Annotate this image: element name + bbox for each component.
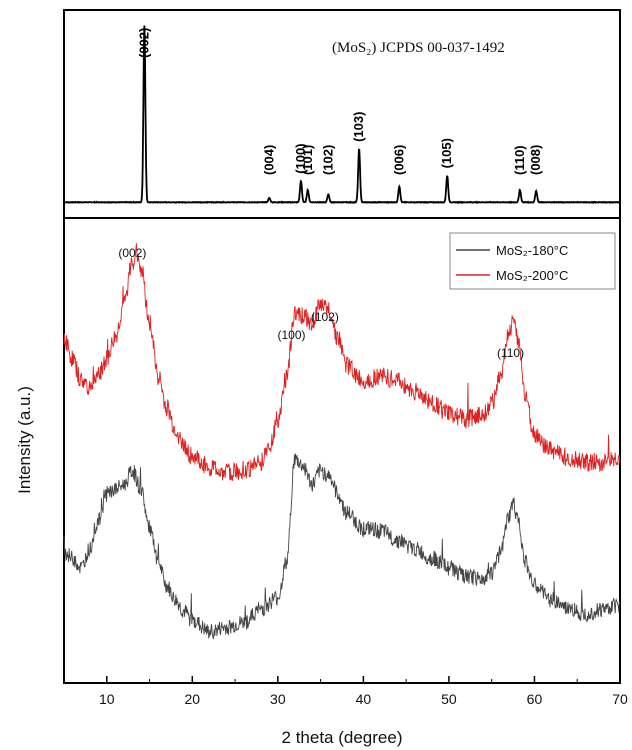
x-axis-title: 2 theta (degree) <box>282 728 403 747</box>
reference-peak-label: (105) <box>439 138 454 168</box>
sample-peak-label: (002) <box>118 246 146 260</box>
x-tick-label: 50 <box>441 691 457 707</box>
sample-traces <box>63 243 621 640</box>
series-line-200 <box>63 243 621 482</box>
sample-peak-labels: (002) (100) (102) (110) <box>118 246 524 360</box>
x-tick-label: 40 <box>356 691 372 707</box>
reference-peak-labels: (002) (004) (100)(101) (102) (103) (006) (105)… <box>136 28 543 175</box>
legend-label-200: MoS₂-200°C <box>496 268 568 283</box>
x-tick-label: 70 <box>612 691 628 707</box>
x-tick-label: 10 <box>99 691 115 707</box>
reference-peak-label: (102) <box>320 145 335 175</box>
reference-pattern-trace <box>63 25 621 205</box>
legend: MoS₂-180°C MoS₂-200°C <box>449 232 616 290</box>
sample-peak-label: (100) <box>277 328 305 342</box>
x-tick-label: 60 <box>527 691 543 707</box>
series-line-180 <box>63 453 621 640</box>
reference-peak-label: (100) <box>293 143 308 173</box>
legend-box <box>449 232 616 290</box>
reference-title: (MoS₂) JCPDS 00-037-1492 <box>332 40 505 56</box>
sample-peak-label: (102) <box>311 310 339 324</box>
reference-peak-label: (103) <box>351 112 366 142</box>
y-axis-title: Intensity (a.u.) <box>15 386 34 494</box>
reference-peak-label: (002) <box>136 28 151 58</box>
reference-pattern-line <box>63 25 621 205</box>
x-tick-label: 20 <box>185 691 201 707</box>
reference-peak-label: (101) <box>300 145 315 175</box>
reference-peak-label: (006) <box>391 145 406 175</box>
legend-label-180: MoS₂-180°C <box>496 243 568 258</box>
x-tick-label: 30 <box>270 691 286 707</box>
reference-peak-label: (004) <box>261 145 276 175</box>
reference-peak-label: (008) <box>528 145 543 175</box>
x-axis-ticks: 10 20 30 40 50 60 70 <box>63 676 628 707</box>
reference-peak-label: (110) <box>512 145 527 175</box>
bottom-panel-frame <box>63 217 621 684</box>
sample-peak-label: (110) <box>497 346 524 360</box>
